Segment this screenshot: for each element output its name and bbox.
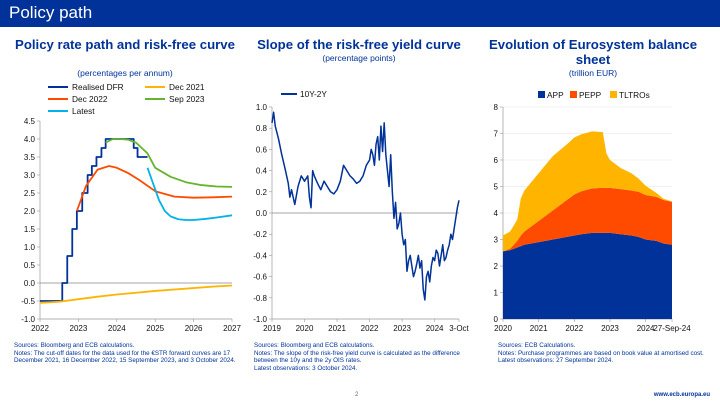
chart1-legend-label: Dec 2021 bbox=[169, 82, 205, 92]
title-bar: Policy path bbox=[0, 0, 720, 27]
chart2-notes: Sources: Bloomberg and ECB calculations.… bbox=[254, 342, 476, 372]
chart3-note-text: Notes: Purchase programmes are based on … bbox=[498, 349, 704, 357]
chart2-ytick-label: 0.2 bbox=[256, 188, 268, 197]
chart3-xtick-label: 2020 bbox=[494, 324, 512, 333]
chart3-legend-swatch bbox=[538, 91, 545, 98]
chart3-ytick-label: 2 bbox=[494, 262, 499, 271]
chart1-xtick-label: 2026 bbox=[185, 324, 203, 333]
chart3-sources: Sources: ECB Calculations. bbox=[498, 342, 576, 349]
chart1-ytick-label: 0.5 bbox=[24, 261, 36, 270]
chart2-latest: Latest observations: 3 October 2024. bbox=[254, 364, 358, 372]
chart3-xtick-label: 2023 bbox=[601, 324, 619, 333]
chart2-ytick-label: -0.8 bbox=[253, 294, 267, 303]
chart3-ytick-label: 0 bbox=[494, 315, 499, 324]
chart1-xtick-label: 2025 bbox=[146, 324, 164, 333]
chart3-legend-swatch bbox=[610, 91, 617, 98]
chart2-xtick-label: 3-Oct bbox=[449, 324, 469, 333]
chart2-ytick-label: 0.6 bbox=[256, 145, 268, 154]
chart2-xtick-label: 2020 bbox=[296, 324, 314, 333]
chart1-ytick-label: 0.0 bbox=[24, 279, 36, 288]
chart3-latest: Latest observations: 27 September 2024. bbox=[498, 357, 614, 365]
chart2-ytick-label: -1.0 bbox=[253, 315, 267, 324]
chart1-series-sep-2023 bbox=[105, 138, 233, 188]
chart1-legend-label: Latest bbox=[72, 106, 95, 116]
chart2-xtick-label: 2022 bbox=[361, 324, 379, 333]
chart1-ytick-label: 3.5 bbox=[24, 153, 36, 162]
chart1-ytick-label: -0.5 bbox=[21, 297, 35, 306]
chart2-ytick-label: 0.0 bbox=[256, 209, 268, 218]
chart1-ytick-label: 2.5 bbox=[24, 189, 36, 198]
chart1-xtick-label: 2027 bbox=[223, 324, 241, 333]
chart3-legend-label: TLTROs bbox=[619, 90, 650, 100]
chart3-area-tltros bbox=[503, 131, 672, 252]
chart3-ytick-label: 1 bbox=[494, 289, 499, 298]
chart1-subtitle: (percentages per annum) bbox=[77, 68, 173, 78]
chart3-xtick-label: 2024 bbox=[637, 324, 655, 333]
chart1-legend-label: Dec 2022 bbox=[72, 94, 108, 104]
chart2-series-10y-2y bbox=[271, 111, 460, 301]
chart1-ytick-label: 4.0 bbox=[24, 135, 36, 144]
chart1-series-realised-dfr bbox=[40, 138, 148, 302]
chart3-xtick-label: 2022 bbox=[565, 324, 583, 333]
chart2-note-text: Notes: The slope of the risk-free yield … bbox=[254, 349, 460, 365]
chart3-legend-swatch bbox=[570, 91, 577, 98]
chart2-xtick-label: 2023 bbox=[393, 324, 411, 333]
chart2-xtick-label: 2021 bbox=[328, 324, 346, 333]
chart1-note-text: Notes: The cut-off dates for the data us… bbox=[14, 349, 236, 365]
chart1-xtick-label: 2024 bbox=[108, 324, 126, 333]
chart1-ytick-label: 1.5 bbox=[24, 225, 36, 234]
chart3-ytick-label: 5 bbox=[494, 183, 499, 192]
chart1-ytick-label: 1.0 bbox=[24, 243, 36, 252]
chart1-legend-label: Sep 2023 bbox=[169, 94, 205, 104]
chart3-notes: Sources: ECB Calculations. Notes: Purcha… bbox=[498, 342, 710, 365]
chart3-xtick-label: 2021 bbox=[530, 324, 548, 333]
chart2-xtick-label: 2019 bbox=[263, 324, 281, 333]
chart2-ytick-label: -0.4 bbox=[253, 251, 267, 260]
chart2-legend-label: 10Y-2Y bbox=[300, 89, 327, 99]
chart3-area-pepp bbox=[503, 187, 672, 252]
chart1-series-latest bbox=[146, 167, 233, 221]
chart3-legend-label: PEPP bbox=[579, 90, 602, 100]
chart2-xtick-label: 2024 bbox=[426, 324, 444, 333]
chart1-xtick-label: 2023 bbox=[70, 324, 88, 333]
chart2-ytick-label: 1.0 bbox=[256, 103, 268, 112]
chart2-sources: Sources: Bloomberg and ECB calculations. bbox=[254, 342, 375, 349]
chart2-ytick-label: -0.2 bbox=[253, 230, 267, 239]
chart1-ytick-label: 2.0 bbox=[24, 207, 36, 216]
chart3-ytick-label: 4 bbox=[494, 209, 499, 218]
chart1-ytick-label: -1.0 bbox=[21, 315, 35, 324]
chart1-legend-label: Realised DFR bbox=[72, 82, 124, 92]
chart1-xtick-label: 2022 bbox=[31, 324, 49, 333]
chart1-sources: Sources: Bloomberg and ECB calculations. bbox=[14, 342, 135, 349]
chart3-ytick-label: 8 bbox=[494, 103, 499, 112]
chart1-title: Policy rate path and risk-free curve bbox=[15, 37, 235, 52]
chart2-title: Slope of the risk-free yield curve bbox=[257, 37, 461, 52]
chart1-series-dec-2022 bbox=[76, 165, 233, 212]
chart3-ytick-label: 7 bbox=[494, 130, 499, 139]
chart3-ytick-label: 6 bbox=[494, 156, 499, 165]
chart2-ytick-label: -0.6 bbox=[253, 273, 267, 282]
chart1-ytick-label: 3.0 bbox=[24, 171, 36, 180]
chart1-ytick-label: 4.5 bbox=[24, 117, 36, 126]
chart3-ytick-label: 3 bbox=[494, 236, 499, 245]
page-title: Policy path bbox=[9, 3, 93, 22]
chart3-area-app bbox=[503, 232, 672, 319]
chart3-title: Evolution of Eurosystem balance sheet bbox=[488, 37, 698, 67]
chart3-xtick-label: 27-Sep-24 bbox=[653, 324, 691, 333]
chart3-legend-label: APP bbox=[547, 90, 564, 100]
page-number: 2 bbox=[355, 392, 359, 398]
chart2-ytick-label: 0.4 bbox=[256, 167, 268, 176]
chart1-notes: Sources: Bloomberg and ECB calculations.… bbox=[14, 342, 240, 365]
chart2-ytick-label: 0.8 bbox=[256, 124, 268, 133]
chart2-subtitle: (percentage points) bbox=[322, 53, 396, 63]
chart3-subtitle: (trillion EUR) bbox=[568, 68, 618, 78]
footer-url: www.ecb.europa.eu bbox=[653, 392, 710, 398]
chart1-series-dec-2021 bbox=[39, 284, 233, 304]
